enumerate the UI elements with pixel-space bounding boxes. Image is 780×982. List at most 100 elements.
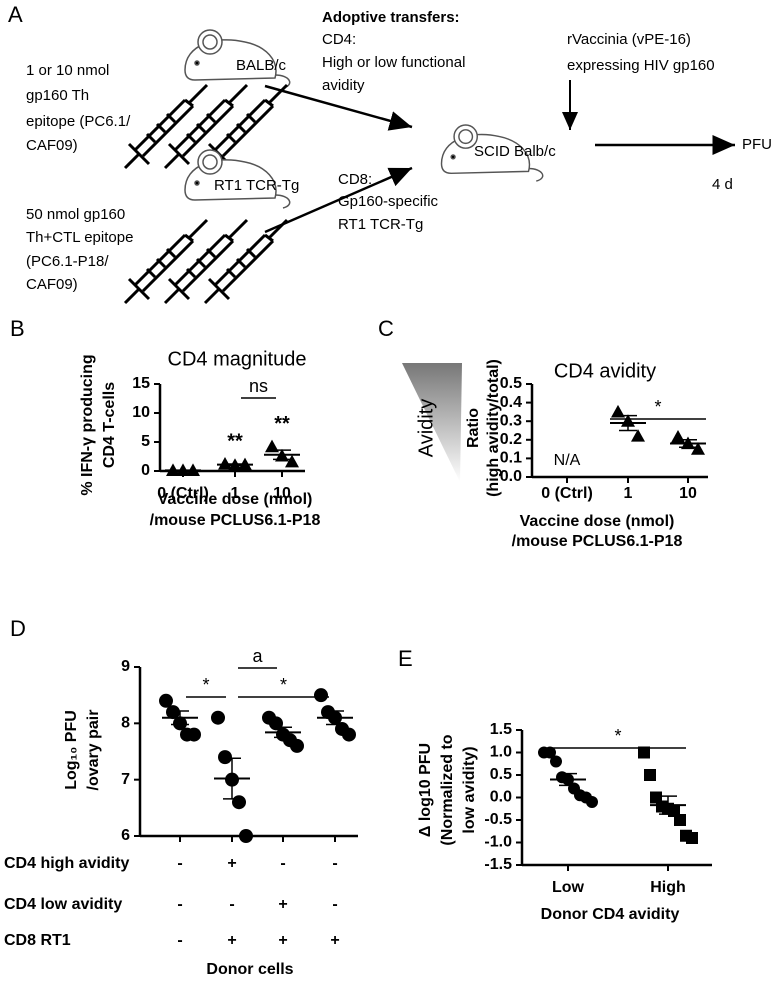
mouse-label: RT1 TCR-Tg	[214, 177, 299, 194]
syringe-icon	[123, 218, 209, 305]
y-tick-label: 9	[121, 658, 130, 675]
significance-label: *	[654, 397, 661, 417]
x-axis-label: Donor cells	[206, 961, 293, 978]
chart-title: CD4 avidity	[554, 360, 656, 382]
y-tick-label: 8	[121, 715, 130, 732]
data-point	[211, 710, 225, 725]
data-point	[187, 727, 201, 742]
x-axis-label: Vaccine dose (nmol)	[520, 513, 675, 530]
significance-label: ns	[249, 376, 268, 396]
na-label: N/A	[554, 452, 581, 469]
y-axis-label: Log₁₀ PFU	[63, 710, 80, 790]
significance-label: *	[614, 726, 621, 746]
group-text: gp160 Th	[26, 87, 89, 104]
y-tick-label: 0.1	[500, 450, 522, 467]
table-row-label: CD8 RT1	[4, 932, 71, 949]
data-point	[232, 795, 246, 810]
y-axis-label: Ratio	[465, 408, 482, 448]
significance-label: a	[252, 646, 263, 666]
y-axis-label: (Normalized to	[439, 734, 456, 845]
y-tick-label: 10	[132, 404, 150, 421]
data-point	[159, 693, 173, 708]
y-tick-label: -1.5	[484, 856, 512, 873]
y-tick-label: 0.2	[500, 431, 522, 448]
x-tick-label: 1	[624, 485, 633, 502]
data-point	[166, 705, 180, 720]
panel-label: A	[8, 2, 23, 27]
transfer-text: High or low functional	[322, 54, 465, 71]
challenge-text: rVaccinia (vPE-16)	[567, 31, 691, 48]
y-tick-label: 0.0	[500, 468, 522, 485]
x-tick-label: 0 (Ctrl)	[157, 485, 209, 502]
data-point	[674, 814, 686, 826]
y-tick-label: 0.4	[500, 394, 522, 411]
table-cell: -	[177, 932, 182, 949]
y-tick-label: 0.5	[500, 375, 522, 392]
mouse-label: SCID Balb/c	[474, 143, 556, 160]
x-tick-label: 1	[231, 485, 240, 502]
panel-label: E	[398, 646, 413, 671]
table-row-label: CD4 low avidity	[4, 896, 122, 913]
y-axis-label: Δ log10 PFU	[417, 743, 434, 837]
significance-label: *	[202, 675, 209, 695]
data-point	[686, 832, 698, 844]
group-text: 1 or 10 nmol	[26, 62, 109, 79]
group-text: CAF09)	[26, 276, 78, 293]
y-axis-label: % IFN-γ producing	[79, 354, 96, 495]
syringe-icon	[123, 83, 209, 170]
transfer-text: CD4:	[322, 31, 356, 48]
y-tick-label: 15	[132, 375, 150, 392]
x-tick-label: 0 (Ctrl)	[541, 485, 593, 502]
x-tick-label: High	[650, 879, 686, 896]
arrow	[264, 166, 413, 234]
panel-label: B	[10, 316, 25, 341]
data-point	[239, 829, 253, 843]
data-point	[671, 430, 685, 443]
mouse-label: BALB/c	[236, 57, 287, 74]
data-point	[285, 454, 299, 468]
significance-label: **	[227, 430, 243, 452]
x-axis-label: /mouse PCLUS6.1-P18	[150, 512, 321, 529]
duration: 4 d	[712, 176, 733, 193]
y-tick-label: 0.0	[490, 789, 512, 806]
x-tick-label: Low	[552, 879, 585, 896]
data-point	[550, 755, 562, 768]
data-point	[265, 439, 279, 453]
y-tick-label: 7	[121, 771, 130, 788]
data-point	[631, 429, 645, 442]
group-text: CAF09)	[26, 137, 78, 154]
syringe-icon	[203, 218, 289, 305]
x-axis-label: Donor CD4 avidity	[541, 906, 680, 923]
challenge-text: expressing HIV gp160	[567, 57, 715, 74]
transfer-text: Gp160-specific	[338, 193, 439, 210]
syringe-icon	[163, 218, 249, 305]
panel-label: D	[10, 616, 26, 641]
x-axis-label: Vaccine dose (nmol)	[158, 491, 313, 508]
transfer-title: Adoptive transfers:	[322, 9, 460, 26]
table-cell: -	[229, 896, 234, 913]
x-tick-label: 10	[273, 485, 291, 502]
side-label: Avidity	[415, 399, 437, 458]
y-tick-label: 0	[141, 462, 150, 479]
table-cell: -	[332, 896, 337, 913]
table-cell: +	[278, 932, 287, 949]
data-point	[691, 442, 705, 455]
data-point	[218, 457, 232, 470]
y-tick-label: 1.5	[490, 721, 512, 738]
significance-label: *	[280, 675, 287, 695]
group-text: Th+CTL epitope	[26, 229, 133, 246]
group-text: (PC6.1-P18/	[26, 253, 109, 270]
y-tick-label: -1.0	[484, 834, 512, 851]
table-cell: -	[177, 855, 182, 872]
group-text: 50 nmol gp160	[26, 206, 125, 223]
arrow	[264, 84, 413, 131]
table-cell: -	[177, 896, 182, 913]
y-tick-label: 0.5	[490, 766, 512, 783]
y-axis-label: low avidity)	[461, 746, 478, 833]
x-tick-label: 10	[679, 485, 697, 502]
data-point	[544, 746, 556, 759]
y-tick-label: -0.5	[484, 811, 512, 828]
data-point	[218, 750, 232, 765]
y-axis-label: /ovary pair	[85, 710, 102, 791]
